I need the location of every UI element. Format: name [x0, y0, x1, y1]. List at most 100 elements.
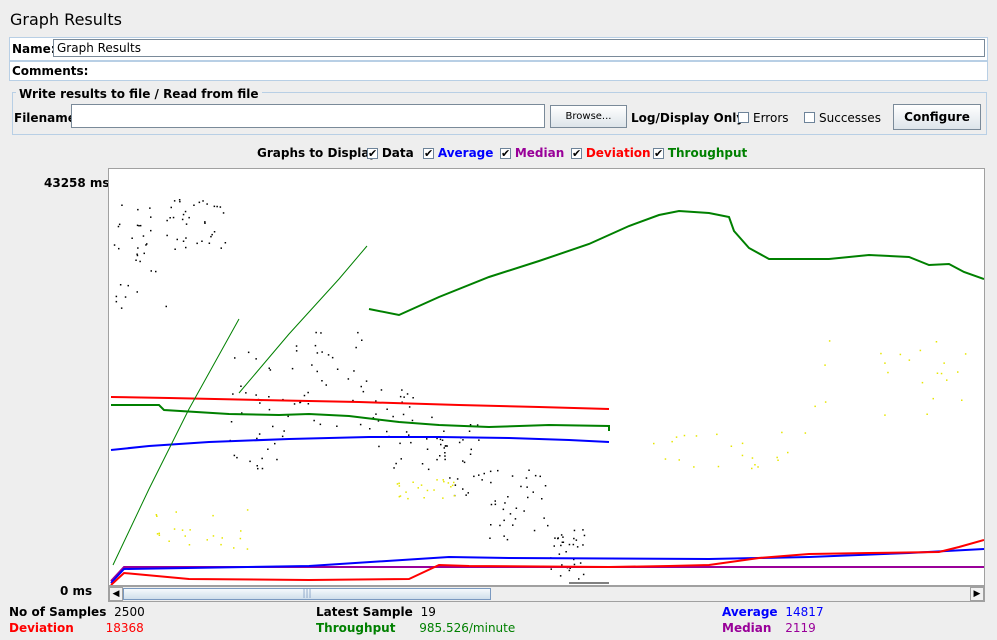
data-point [142, 235, 145, 237]
throughput-history-point [683, 434, 686, 437]
data-point [444, 455, 446, 457]
display-option-median[interactable]: ✔ Median [500, 146, 564, 160]
median-checkbox[interactable]: ✔ [500, 147, 511, 160]
scroll-left-button[interactable]: ◀ [109, 587, 123, 601]
data-point [331, 356, 334, 359]
throughput-history-point [824, 364, 826, 366]
throughput-history-point [442, 479, 444, 481]
data-point [222, 212, 225, 214]
data-point [573, 529, 576, 532]
data-point [559, 575, 562, 577]
data-point [185, 246, 187, 249]
data-point [347, 378, 350, 380]
display-option-deviation[interactable]: ✔ Deviation [571, 146, 651, 160]
data-point [174, 248, 176, 250]
data-point [139, 224, 142, 227]
scroll-thumb[interactable]: ||| [123, 588, 491, 600]
throughput-history-point [417, 487, 419, 489]
throughput-history-point [181, 529, 184, 531]
data-point [316, 370, 318, 373]
throughput-history-point [751, 467, 753, 470]
comments-input[interactable] [80, 62, 985, 78]
name-row: Name: Graph Results [9, 37, 988, 61]
data-point [392, 415, 394, 418]
data-point [511, 475, 514, 477]
throughput-history-point [436, 479, 438, 481]
throughput-history-point [450, 486, 452, 488]
deviation-line-upper [110, 396, 610, 410]
data-point [181, 218, 184, 221]
display-option-average[interactable]: ✔ Average [423, 146, 493, 160]
data-point [136, 253, 138, 255]
data-point [582, 544, 584, 546]
deviation-checkbox[interactable]: ✔ [571, 147, 582, 160]
throughput-history-point [426, 489, 429, 492]
median-line [110, 566, 984, 582]
data-point [115, 295, 118, 298]
graph-horizontal-scrollbar[interactable]: ◀ ||| ▶ [108, 586, 985, 602]
deviation-label: Deviation [585, 146, 651, 160]
data-point [204, 221, 206, 223]
graph-panel [108, 168, 985, 586]
data-point [365, 380, 368, 382]
samples-value: 2500 [114, 605, 145, 619]
scroll-right-button[interactable]: ▶ [970, 587, 984, 601]
throughput-history-point [246, 548, 249, 550]
data-point [514, 518, 517, 520]
errors-label: Errors [753, 111, 789, 125]
data-point [313, 419, 315, 422]
data-point [295, 350, 298, 352]
throughput-history-points [155, 340, 967, 550]
data-point [287, 415, 289, 418]
data-point [427, 468, 430, 471]
data-point [481, 479, 483, 481]
data-point [150, 229, 152, 232]
data-point [210, 235, 212, 238]
data-point [411, 419, 414, 422]
name-input[interactable]: Graph Results [53, 39, 985, 57]
errors-checkbox[interactable] [738, 112, 749, 123]
deviation-stat: Deviation 18368 [9, 621, 144, 635]
deviation-stat-label: Deviation [9, 621, 74, 635]
throughput-line-lower [111, 404, 610, 431]
throughput-history-point [936, 372, 939, 374]
data-point [359, 423, 362, 426]
data-checkbox[interactable]: ✔ [367, 147, 378, 160]
throughput-history-point [158, 532, 160, 535]
data-point [528, 469, 530, 471]
browse-button[interactable]: Browse... [550, 105, 627, 128]
data-point [307, 391, 309, 394]
throughput-history-point [156, 515, 158, 517]
data-point [117, 225, 120, 228]
throughput-history-point [899, 353, 902, 356]
latest-sample-stat: Latest Sample 19 [316, 605, 436, 619]
data-point [136, 291, 138, 293]
deviation-stat-value: 18368 [105, 621, 144, 635]
average-checkbox[interactable]: ✔ [423, 147, 434, 160]
data-point [176, 238, 178, 241]
successes-checkbox[interactable] [804, 112, 815, 123]
data-point [534, 474, 537, 477]
data-point [406, 393, 409, 395]
display-option-throughput[interactable]: ✔ Throughput [653, 146, 747, 160]
data-point [378, 445, 380, 448]
throughput-checkbox[interactable]: ✔ [653, 147, 664, 160]
data-point [327, 354, 330, 356]
data-point [512, 524, 514, 526]
filename-input[interactable] [71, 104, 545, 128]
data-point [256, 465, 258, 467]
display-option-data[interactable]: ✔ Data [367, 146, 414, 160]
throughput-history-point [173, 528, 176, 530]
data-point [523, 510, 525, 512]
throughput-history-point [189, 529, 191, 531]
data-point [454, 484, 457, 486]
throughput-history-point [184, 535, 186, 537]
throughput-history-point [751, 457, 754, 459]
throughput-history-point [653, 442, 655, 445]
data-point [204, 222, 206, 224]
data-point [336, 425, 338, 427]
data-point [507, 496, 509, 498]
configure-button[interactable]: Configure [893, 104, 981, 130]
data-point [131, 237, 133, 239]
data-point [408, 406, 411, 408]
